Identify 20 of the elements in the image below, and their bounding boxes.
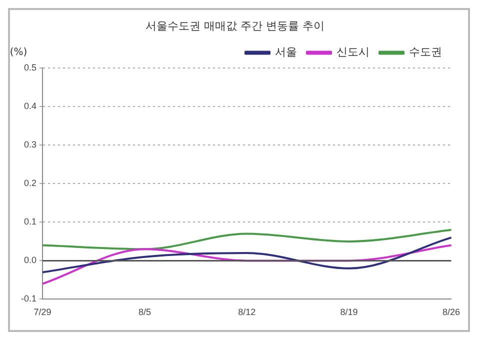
- y-tick-label: -0.1: [20, 294, 37, 304]
- x-tick-label: 7/29: [34, 307, 52, 318]
- y-tick-label: 0.4: [24, 101, 37, 112]
- line-series: [42, 236, 452, 274]
- y-tick-label: 0.0: [24, 255, 37, 266]
- x-tick-label: 8/19: [340, 307, 358, 318]
- y-axis-title: (%): [10, 46, 28, 58]
- x-tick-label: 8/26: [442, 307, 460, 318]
- x-tick-label: 8/5: [138, 307, 151, 318]
- line-series: [42, 228, 452, 250]
- line-series: [42, 244, 452, 285]
- legend-label: 수도권: [409, 46, 442, 59]
- legend-label: 신도시: [336, 46, 370, 59]
- y-tick-label: 0.2: [24, 178, 37, 188]
- y-tick-label: 0.5: [24, 62, 37, 73]
- y-tick-label: 0.1: [24, 216, 37, 227]
- chart-title: 서울수도권 매매값 주간 변동률 추이: [146, 19, 324, 32]
- y-tick-label: 0.3: [24, 140, 37, 150]
- x-tick-label: 8/12: [238, 307, 256, 318]
- legend-label: 서울: [275, 46, 297, 59]
